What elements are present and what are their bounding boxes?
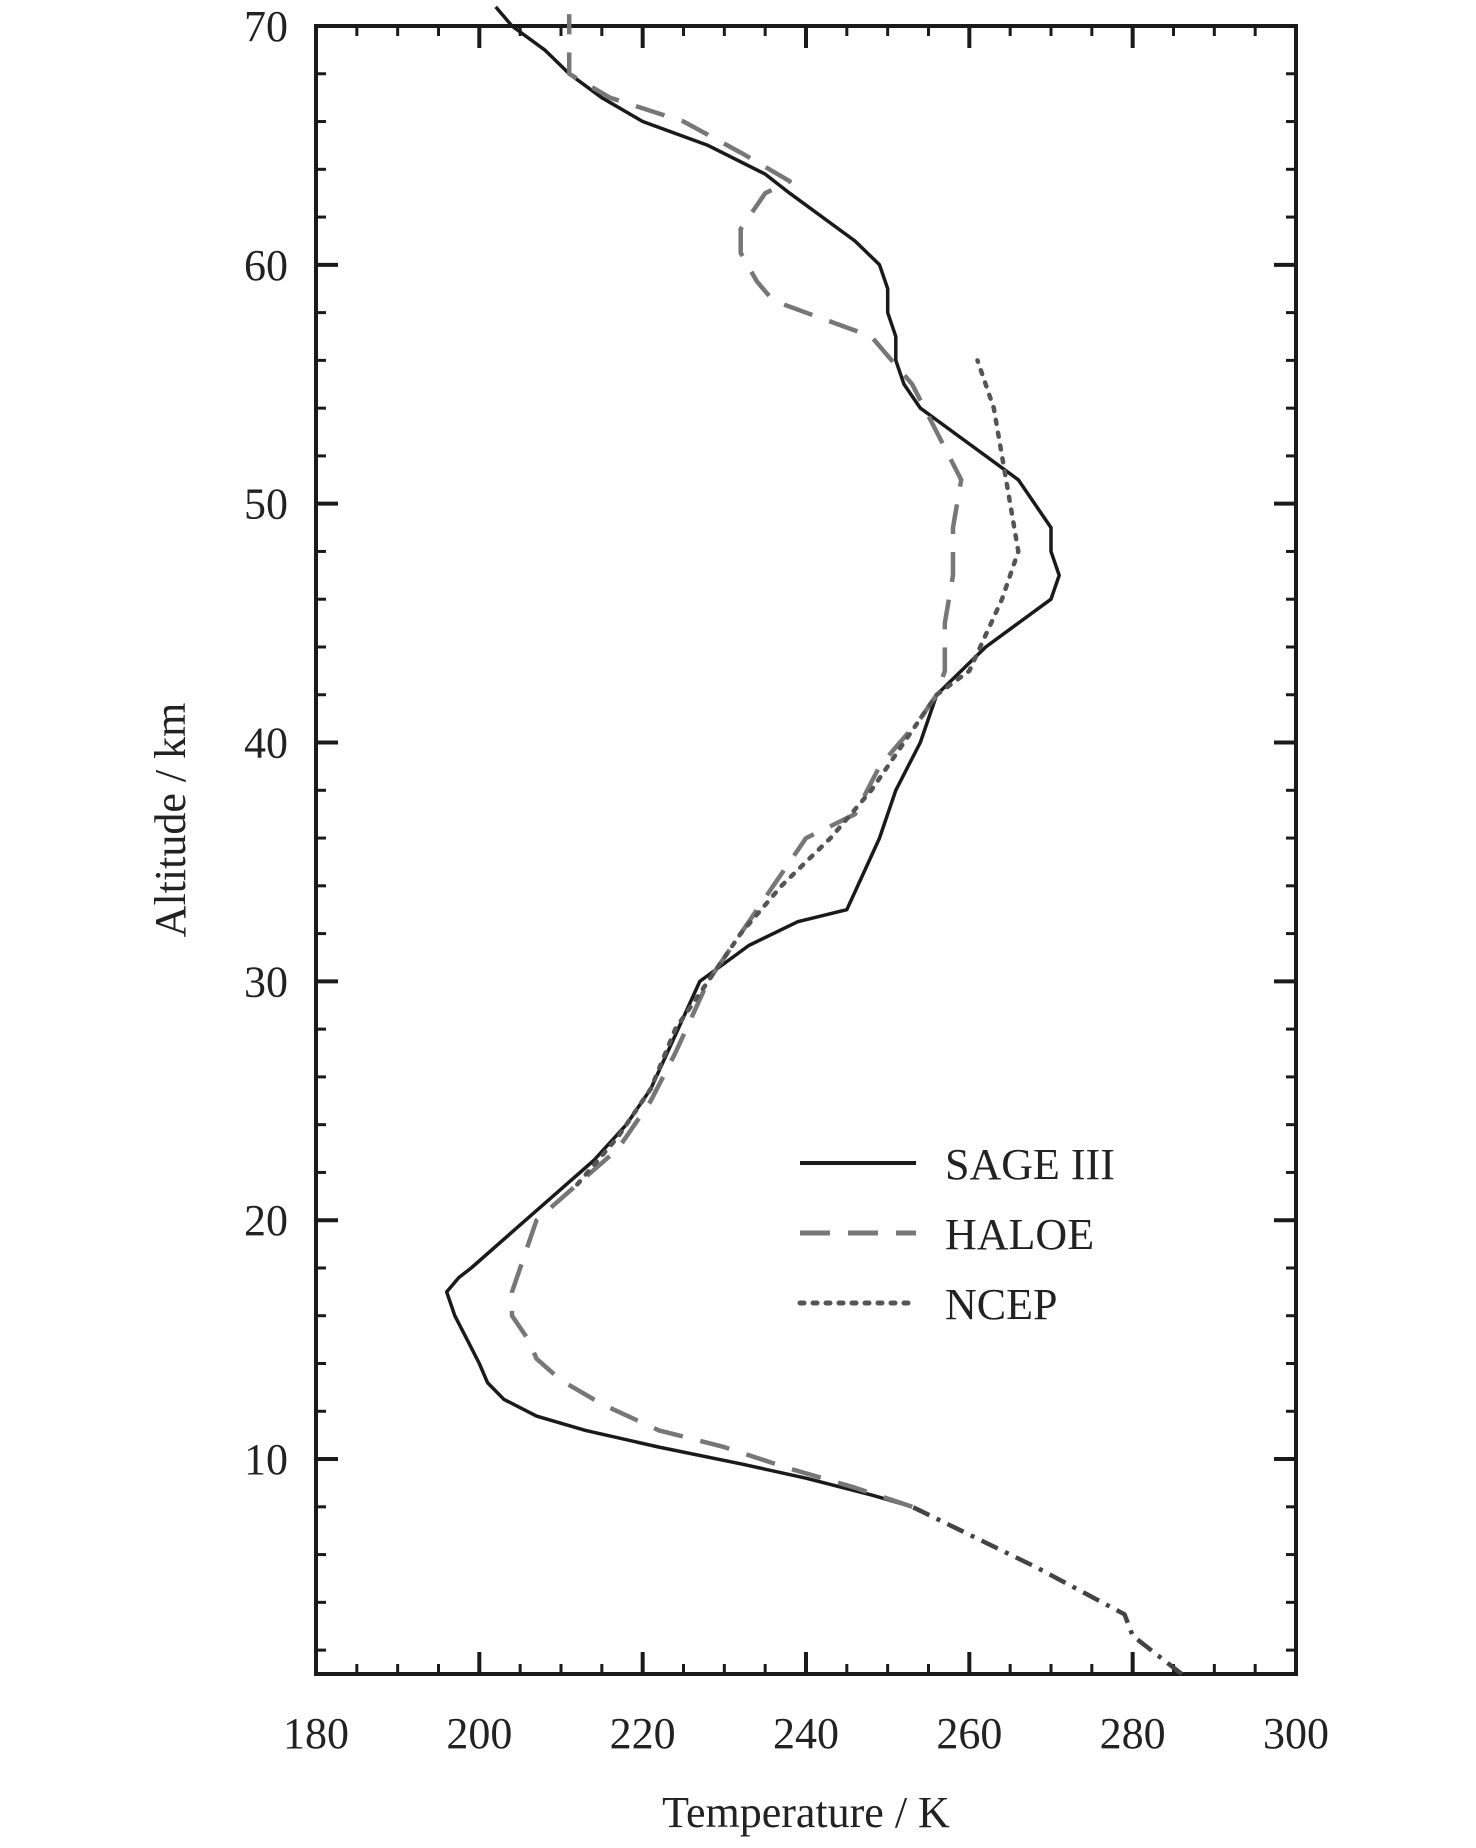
major-ticks	[314, 24, 1298, 1674]
y-tick-label: 10	[244, 1435, 288, 1484]
series-line-sage-iii	[444, 5, 1061, 1509]
minor-ticks	[314, 24, 1298, 1674]
legend: SAGE III HALOE NCEP	[797, 1140, 1115, 1329]
plot-frame	[314, 24, 1298, 1676]
series-line-lower-profile	[911, 1504, 1184, 1676]
x-tick-label: 300	[1263, 1709, 1329, 1758]
x-tick-label: 280	[1100, 1709, 1166, 1758]
x-tick-labels: 180 200 220 240 260 280 300	[283, 1709, 1329, 1758]
x-tick-label: 180	[283, 1709, 349, 1758]
x-tick-label: 220	[610, 1709, 676, 1758]
legend-label: SAGE III	[945, 1140, 1115, 1189]
x-tick-label: 260	[936, 1709, 1002, 1758]
legend-label: HALOE	[945, 1210, 1094, 1259]
series-line-haloe	[509, 14, 964, 1509]
series-line-ncep	[575, 358, 1021, 1187]
x-tick-label: 240	[773, 1709, 839, 1758]
y-tick-label: 70	[244, 2, 288, 51]
y-tick-label: 30	[244, 957, 288, 1006]
y-tick-label: 20	[244, 1196, 288, 1245]
legend-label: NCEP	[945, 1280, 1057, 1329]
series-lines	[444, 5, 1184, 1676]
y-tick-label: 60	[244, 241, 288, 290]
y-tick-label: 50	[244, 480, 288, 529]
x-tick-label: 200	[446, 1709, 512, 1758]
x-axis-title: Temperature / K	[662, 1788, 950, 1837]
y-axis-title: Altitude / km	[146, 703, 195, 938]
y-tick-labels: 10 20 30 40 50 60 70	[244, 2, 288, 1484]
y-tick-label: 40	[244, 719, 288, 768]
